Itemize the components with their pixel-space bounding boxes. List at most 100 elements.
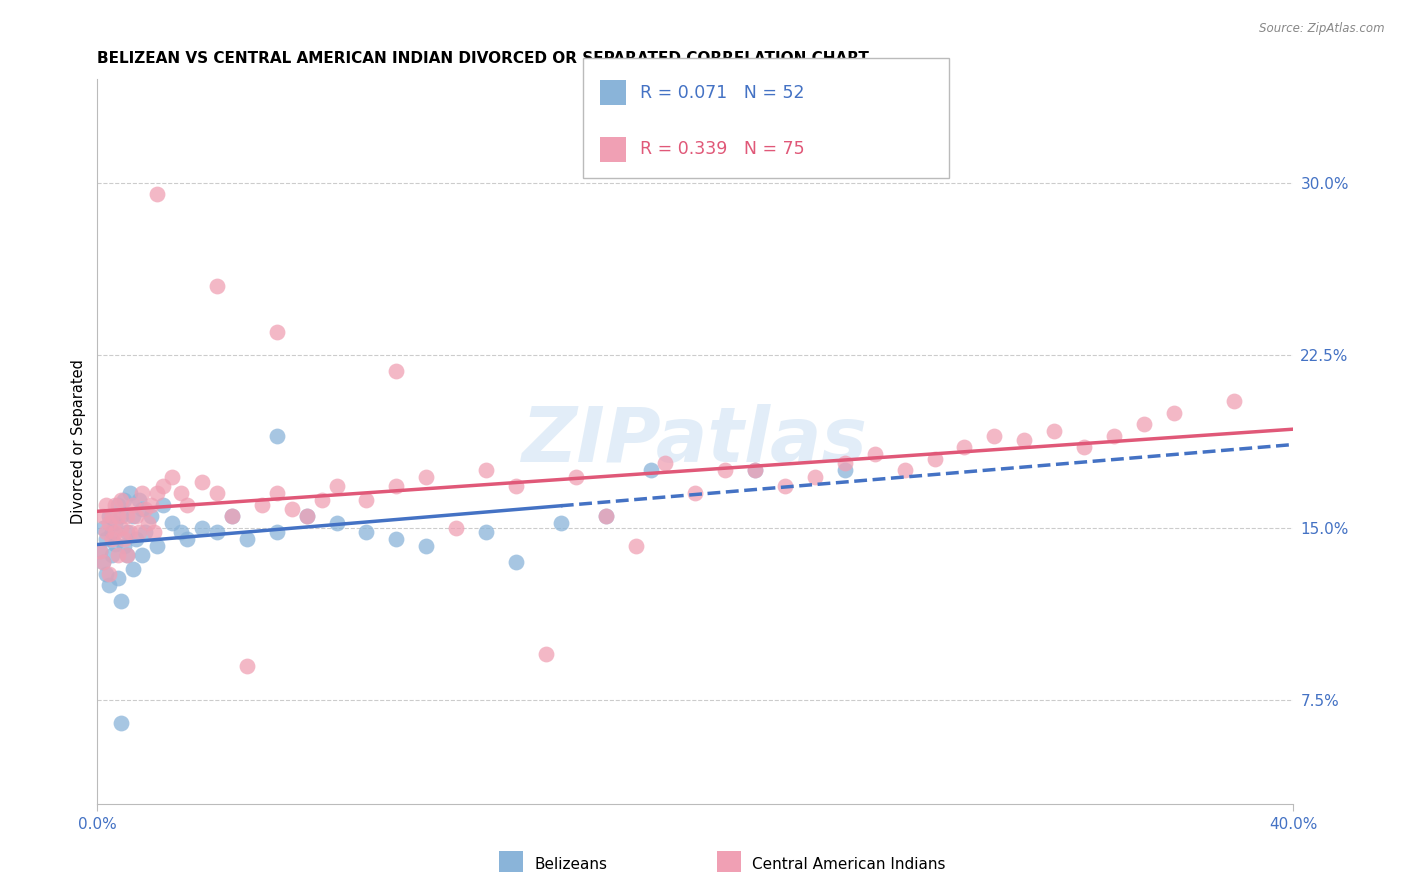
Point bbox=[385, 364, 408, 378]
Point bbox=[804, 470, 827, 484]
Point bbox=[104, 525, 127, 540]
Point bbox=[834, 463, 856, 477]
Point bbox=[107, 571, 129, 585]
Point bbox=[91, 555, 114, 569]
Point bbox=[205, 486, 228, 500]
Point bbox=[89, 543, 111, 558]
Text: R = 0.071   N = 52: R = 0.071 N = 52 bbox=[640, 84, 804, 102]
Point bbox=[773, 479, 796, 493]
Point bbox=[475, 525, 498, 540]
Point bbox=[893, 463, 915, 477]
Point bbox=[170, 525, 193, 540]
Point bbox=[863, 447, 886, 461]
Point bbox=[152, 479, 174, 493]
Point bbox=[266, 486, 288, 500]
Point bbox=[170, 486, 193, 500]
Point bbox=[146, 486, 169, 500]
Point bbox=[112, 532, 135, 546]
Point bbox=[134, 525, 156, 540]
Text: Central American Indians: Central American Indians bbox=[752, 857, 946, 872]
Text: BELIZEAN VS CENTRAL AMERICAN INDIAN DIVORCED OR SEPARATED CORRELATION CHART: BELIZEAN VS CENTRAL AMERICAN INDIAN DIVO… bbox=[97, 51, 869, 66]
Point bbox=[91, 509, 114, 524]
Point bbox=[120, 525, 142, 540]
Point bbox=[122, 562, 145, 576]
Point bbox=[266, 325, 288, 339]
Text: R = 0.339   N = 75: R = 0.339 N = 75 bbox=[640, 140, 804, 158]
Point bbox=[91, 521, 114, 535]
Point bbox=[112, 493, 135, 508]
Point bbox=[101, 532, 124, 546]
Point bbox=[125, 509, 148, 524]
Point bbox=[266, 428, 288, 442]
Point bbox=[104, 498, 127, 512]
Point bbox=[1073, 440, 1095, 454]
Point bbox=[146, 539, 169, 553]
Point bbox=[125, 532, 148, 546]
Point bbox=[96, 566, 118, 581]
Point bbox=[131, 502, 153, 516]
Point bbox=[96, 525, 118, 540]
Point bbox=[110, 716, 132, 731]
Point bbox=[98, 566, 121, 581]
Point bbox=[714, 463, 737, 477]
Point bbox=[295, 509, 318, 524]
Point bbox=[595, 509, 617, 524]
Point bbox=[311, 493, 333, 508]
Point bbox=[595, 509, 617, 524]
Point bbox=[191, 475, 214, 489]
Point bbox=[101, 525, 124, 540]
Point bbox=[117, 548, 139, 562]
Point bbox=[143, 525, 166, 540]
Point bbox=[91, 555, 114, 569]
Point bbox=[160, 516, 183, 530]
Point bbox=[221, 509, 243, 524]
Point bbox=[505, 479, 527, 493]
Point bbox=[96, 532, 118, 546]
Text: ZIPatlas: ZIPatlas bbox=[523, 404, 869, 478]
Point bbox=[565, 470, 588, 484]
Point bbox=[141, 509, 163, 524]
Point bbox=[295, 509, 318, 524]
Point bbox=[131, 548, 153, 562]
Y-axis label: Divorced or Separated: Divorced or Separated bbox=[72, 359, 86, 524]
Point bbox=[640, 463, 662, 477]
Point bbox=[98, 578, 121, 592]
Point bbox=[415, 539, 437, 553]
Point bbox=[160, 470, 183, 484]
Point bbox=[325, 516, 347, 530]
Point bbox=[1222, 394, 1244, 409]
Point bbox=[117, 525, 139, 540]
Point bbox=[176, 532, 198, 546]
Point bbox=[1012, 434, 1035, 448]
Point bbox=[385, 532, 408, 546]
Point bbox=[112, 539, 135, 553]
Point bbox=[444, 521, 467, 535]
Point bbox=[110, 493, 132, 508]
Point bbox=[110, 594, 132, 608]
Point bbox=[236, 658, 259, 673]
Point bbox=[134, 502, 156, 516]
Point bbox=[505, 555, 527, 569]
Point bbox=[221, 509, 243, 524]
Point bbox=[98, 516, 121, 530]
Point bbox=[924, 451, 946, 466]
Point bbox=[104, 516, 127, 530]
Point bbox=[685, 486, 707, 500]
Point bbox=[146, 187, 169, 202]
Point bbox=[107, 509, 129, 524]
Point bbox=[107, 548, 129, 562]
Point bbox=[1102, 428, 1125, 442]
Point bbox=[475, 463, 498, 477]
Point bbox=[356, 525, 378, 540]
Point bbox=[415, 470, 437, 484]
Point bbox=[953, 440, 976, 454]
Point bbox=[152, 498, 174, 512]
Point bbox=[110, 521, 132, 535]
Point bbox=[205, 279, 228, 293]
Point bbox=[834, 456, 856, 470]
Point bbox=[107, 498, 129, 512]
Point bbox=[1133, 417, 1156, 432]
Point bbox=[120, 486, 142, 500]
Point bbox=[205, 525, 228, 540]
Point bbox=[110, 509, 132, 524]
